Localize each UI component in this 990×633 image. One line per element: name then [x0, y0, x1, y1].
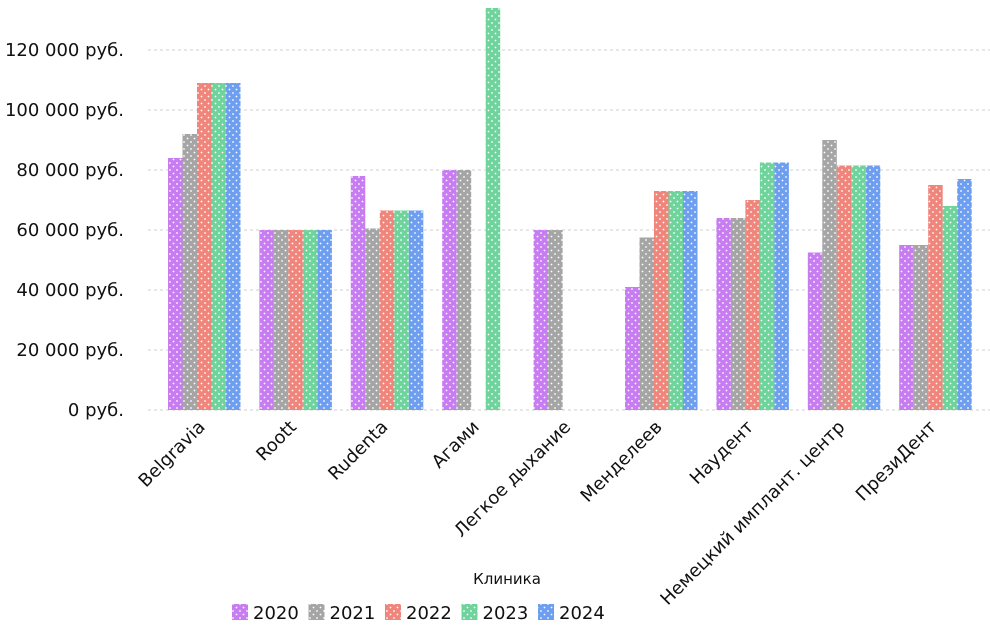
bar — [865, 165, 881, 410]
x-tick-label: Немецкий имплант. центр — [656, 417, 849, 610]
bar — [851, 165, 866, 410]
legend-swatch — [232, 604, 248, 620]
bar — [485, 8, 501, 410]
bar — [548, 230, 563, 410]
bar — [654, 191, 669, 410]
x-tick-label: Rudenta — [324, 417, 392, 485]
legend-label: 2021 — [330, 603, 376, 624]
legend-label: 2024 — [559, 603, 605, 624]
y-tick-label: 80 000 руб. — [16, 160, 124, 181]
bar — [259, 230, 274, 410]
y-tick-label: 20 000 руб. — [16, 340, 124, 361]
x-tick-label: Наудент — [686, 417, 758, 489]
bar — [350, 176, 366, 410]
bar — [774, 162, 789, 410]
bars — [168, 8, 972, 410]
legend-swatch — [538, 604, 554, 620]
x-tick-label: Агами — [428, 417, 484, 473]
bar — [716, 218, 731, 410]
bar — [394, 210, 409, 410]
y-tick-label: 60 000 руб. — [16, 220, 124, 241]
bar — [365, 228, 380, 410]
bar — [456, 170, 472, 410]
y-tick-label: 100 000 руб. — [5, 100, 124, 121]
bar — [683, 191, 698, 410]
y-tick-label: 120 000 руб. — [5, 40, 124, 61]
bar — [928, 185, 943, 410]
x-tick-label: Belgravia — [135, 417, 210, 492]
bar — [899, 245, 914, 410]
bar — [302, 230, 318, 410]
legend-swatch — [461, 604, 478, 620]
x-tick-label: Менделеев — [577, 417, 667, 507]
bar — [408, 210, 424, 410]
bar — [317, 230, 332, 410]
legend-label: 2022 — [406, 603, 452, 624]
bar — [226, 83, 241, 410]
bar — [759, 162, 775, 410]
bar — [745, 200, 760, 410]
bar — [639, 237, 654, 410]
x-tick-label: ПрезиДент — [852, 417, 941, 506]
x-axis-title: Клиника — [473, 570, 541, 588]
y-tick-label: 40 000 руб. — [16, 280, 124, 301]
bar — [168, 158, 183, 410]
x-tick-label: Roott — [252, 417, 301, 466]
legend: 2020 2021 2022 2023 2024 — [232, 603, 605, 624]
bar — [182, 134, 197, 410]
bar — [211, 83, 226, 410]
bar — [625, 287, 640, 410]
bar — [197, 83, 212, 410]
bar — [379, 210, 395, 410]
y-tick-label: 0 руб. — [68, 400, 124, 421]
bar — [288, 230, 303, 410]
bar — [822, 140, 837, 410]
legend-swatch — [385, 604, 401, 620]
legend-swatch — [308, 604, 325, 620]
bar — [442, 170, 457, 410]
bar — [807, 252, 823, 410]
bar — [942, 206, 958, 410]
bar — [533, 230, 549, 410]
bar — [957, 179, 972, 410]
bar — [668, 191, 683, 410]
bar — [730, 218, 746, 410]
bar — [913, 245, 929, 410]
y-axis-ticks: 0 руб. 20 000 руб. 40 000 руб. 60 000 руб. 8… — [5, 40, 124, 421]
legend-label: 2020 — [253, 603, 299, 624]
legend-label: 2023 — [483, 603, 529, 624]
bar — [836, 165, 852, 410]
bar — [273, 230, 289, 410]
